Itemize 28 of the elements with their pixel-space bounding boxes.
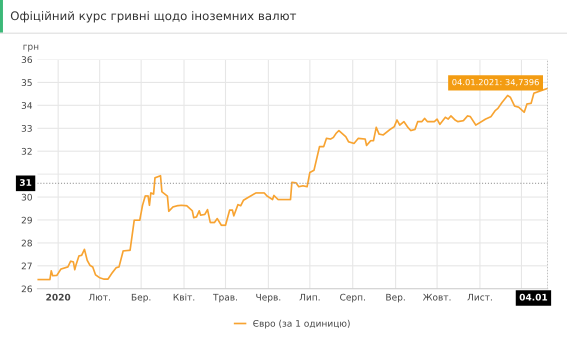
x-tick-label: Лип. [300, 294, 320, 300]
y-tick-label: 28 [22, 240, 32, 246]
y-tick-label: 32 [22, 148, 32, 155]
y-tick-label: 34 [22, 102, 32, 109]
ref-line-label: 31 [20, 179, 32, 186]
y-tick-label: 33 [22, 125, 32, 132]
x-tick-label: 04.01 [520, 294, 548, 301]
line-series [37, 88, 548, 280]
x-tick-label: Квіт. [174, 294, 194, 300]
x-tick-label: Вер. [386, 294, 405, 302]
y-tick-label: 29 [22, 216, 32, 224]
x-tick-label: Жовт. [422, 294, 450, 301]
x-tick-label: Лист. [467, 294, 492, 301]
legend-label: Євро (за 1 одиницю) [253, 320, 350, 329]
y-tick-label: 30 [22, 194, 32, 201]
y-tick-label: 26 [22, 285, 32, 292]
y-tick-label: 35 [22, 79, 32, 86]
y-tick-label: 36 [22, 56, 32, 64]
x-tick-label: Серп. [340, 294, 365, 302]
chart-title: Офіційний курс гривні щодо іноземних валют [10, 11, 296, 23]
x-tick-label: Трав. [212, 294, 238, 302]
x-tick-label: Бер. [132, 294, 150, 302]
y-axis-title: грн [24, 44, 38, 52]
annotation: 04.01.2021: 34,7396 [452, 78, 539, 86]
x-tick-label: 2020 [46, 294, 70, 301]
x-tick-label: Черв. [256, 294, 280, 302]
y-tick-label: 27 [22, 262, 32, 270]
x-tick-label: Лют. [88, 294, 110, 301]
